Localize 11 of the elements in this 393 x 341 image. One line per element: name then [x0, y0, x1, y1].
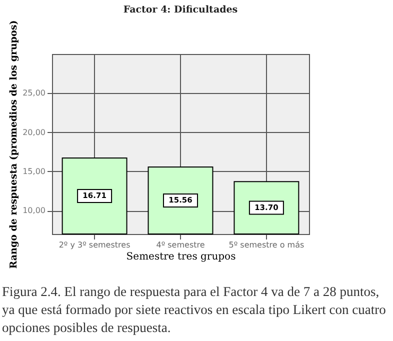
y-tick-label: 10,00 [22, 206, 46, 216]
text: Figura 2.4. El rango de respuesta para el Factor 4 va de 7 a 28 puntos, ya que está formado por siete reactivos en escala tipo Likert con cuatro opciones posibles de respuesta. [2, 283, 387, 337]
x-tick-label: 5º semestre o más [228, 240, 304, 250]
y-tick-label: 20,00 [22, 128, 46, 137]
y-tick-label: 15,00 [22, 166, 46, 176]
chart-title: Factor 4: Dificultades [123, 4, 238, 16]
y-tick-label: 25,00 [22, 88, 46, 98]
x-tick-label: 2º y 3º semestres [58, 240, 130, 250]
y-axis-title: Rango de respuesta (promedios de los grupos) [8, 20, 20, 269]
x-tick-label: 4º semestre [156, 240, 205, 250]
x-axis-title: Semestre tres grupos [126, 252, 236, 262]
